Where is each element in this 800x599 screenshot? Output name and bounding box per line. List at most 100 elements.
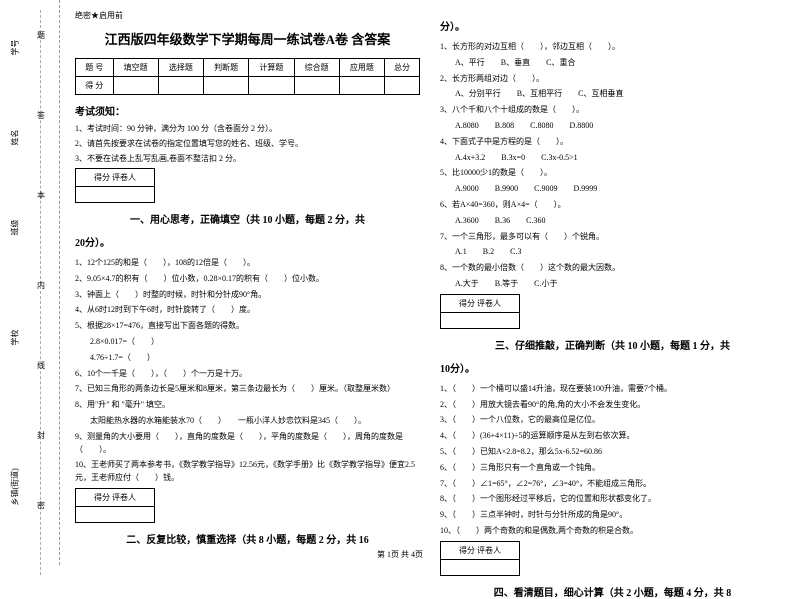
q2-7: 7、一个三角形，最多可以有（ ）个锐角。 bbox=[440, 231, 785, 244]
q2-4: 4、下面式子中是方程的是（ ）。 bbox=[440, 136, 785, 149]
dash-label-4: 线 bbox=[37, 360, 45, 371]
q2-1o: A、平行 B、垂直 C、重合 bbox=[440, 57, 785, 70]
page-footer: 第 1页 共 4页 bbox=[0, 549, 800, 560]
score-label: 得 分 bbox=[76, 77, 114, 95]
label-banji: 班级 bbox=[10, 220, 21, 236]
dash-label-1: 答 bbox=[37, 110, 45, 121]
scorebox-empty bbox=[76, 506, 155, 522]
notice-2: 2、请首先按要求在试卷的指定位置填写您的姓名、班级、学号。 bbox=[75, 138, 420, 150]
section-1-title: 一、用心思考，正确填空（共 10 小题，每题 2 分，共 bbox=[75, 211, 420, 226]
scorebox-label: 得分 评卷人 bbox=[441, 294, 520, 312]
q1-1: 1、12个125的和是（ ），108的12倍是（ ）。 bbox=[75, 257, 420, 270]
q3-8: 8、（ ）一个图形经过平移后，它的位置和形状都变化了。 bbox=[440, 493, 785, 506]
q2-5o: A.9000 B.9900 C.9009 D.9999 bbox=[440, 183, 785, 196]
q2-8o: A.大于 B.等于 C.小于 bbox=[440, 278, 785, 291]
th-0: 题 号 bbox=[76, 59, 114, 77]
table-header-row: 题 号 填空题 选择题 判断题 计算题 综合题 应用题 总分 bbox=[76, 59, 420, 77]
score-table: 题 号 填空题 选择题 判断题 计算题 综合题 应用题 总分 得 分 bbox=[75, 58, 420, 95]
section-1-sub: 20分）。 bbox=[75, 234, 420, 249]
score-cell bbox=[158, 77, 203, 95]
th-5: 综合题 bbox=[294, 59, 339, 77]
scorebox-empty bbox=[441, 312, 520, 328]
score-cell bbox=[204, 77, 249, 95]
section-2-sub: 分）。 bbox=[440, 18, 785, 33]
dash-label-2: 本 bbox=[37, 190, 45, 201]
section-4-title: 四、看清题目，细心计算（共 2 小题，每题 4 分，共 8 bbox=[440, 584, 785, 599]
section-3-title: 三、仔细推敲，正确判断（共 10 小题，每题 1 分，共 bbox=[440, 337, 785, 352]
dashed-line bbox=[40, 10, 41, 575]
q1-8a: 太阳能热水器的水箱能装水70（ ） 一瓶小洋人妙恋饮料是345（ ）。 bbox=[75, 415, 420, 428]
q1-5b: 4.76÷1.7=（ ） bbox=[75, 352, 420, 365]
exam-title: 江西版四年级数学下学期每周一练试卷A卷 含答案 bbox=[75, 29, 420, 48]
q3-5: 5、（ ）已知A×2.8=8.2，那么5x-6.52=60.86 bbox=[440, 446, 785, 459]
q2-6o: A.3600 B.36 C.360 bbox=[440, 215, 785, 228]
section-score-box-2: 得分 评卷人 bbox=[75, 488, 155, 523]
q2-4o: A.4x+3.2 B.3x=0 C.3x-0.5>1 bbox=[440, 152, 785, 165]
scorebox-label: 得分 评卷人 bbox=[76, 169, 155, 187]
q1-9: 9、测量角的大小要用（ ），直角的度数是（ ），平角的度数是（ ），周角的度数是… bbox=[75, 431, 420, 457]
q3-1: 1、（ ）一个桶可以盛14升油，现在要装100升油，需要7个桶。 bbox=[440, 383, 785, 396]
q1-8: 8、用"升" 和 "毫升" 填空。 bbox=[75, 399, 420, 412]
th-2: 选择题 bbox=[158, 59, 203, 77]
score-cell bbox=[249, 77, 294, 95]
q1-2: 2、9.05×4.7的积有（ ）位小数，0.28×0.17的积有（ ）位小数。 bbox=[75, 273, 420, 286]
q1-6: 6、10个一千是（ ），（ ）个一万是十万。 bbox=[75, 368, 420, 381]
scorebox-empty bbox=[76, 187, 155, 203]
section-score-box-3: 得分 评卷人 bbox=[440, 294, 520, 329]
q2-3: 3、八个千和八个十组成的数是（ ）。 bbox=[440, 104, 785, 117]
dash-label-6: 密 bbox=[37, 500, 45, 511]
scorebox-empty bbox=[441, 559, 520, 575]
left-column: 绝密★启用前 江西版四年级数学下学期每周一练试卷A卷 含答案 题 号 填空题 选… bbox=[75, 10, 420, 555]
q3-6: 6、（ ）三角形只有一个直角或一个钝角。 bbox=[440, 462, 785, 475]
q2-7o: A.1 B.2 C.3 bbox=[440, 246, 785, 259]
th-4: 计算题 bbox=[249, 59, 294, 77]
q2-6: 6、若A×40=360，则A×4=（ ）。 bbox=[440, 199, 785, 212]
content-area: 绝密★启用前 江西版四年级数学下学期每周一练试卷A卷 含答案 题 号 填空题 选… bbox=[60, 0, 800, 565]
q3-7: 7、（ ）∠1=65°，∠2=76°，∠3=40°，不能组成三角形。 bbox=[440, 478, 785, 491]
label-xuexiao: 学校 bbox=[10, 330, 21, 346]
th-6: 应用题 bbox=[339, 59, 384, 77]
q3-3: 3、（ ）一个八位数，它的最高位是亿位。 bbox=[440, 414, 785, 427]
q1-7: 7、已知三角形的两条边长是5厘米和8厘米，第三条边最长为（ ）厘米。（取整厘米数… bbox=[75, 383, 420, 396]
dash-label-3: 内 bbox=[37, 280, 45, 291]
section-score-box-1: 得分 评卷人 bbox=[75, 168, 155, 203]
table-score-row: 得 分 bbox=[76, 77, 420, 95]
q3-10: 10、（ ）两个奇数的和是偶数,两个奇数的积是合数。 bbox=[440, 525, 785, 538]
score-cell bbox=[385, 77, 420, 95]
q2-8: 8、一个数的最小倍数（ ）这个数的最大因数。 bbox=[440, 262, 785, 275]
q1-4: 4、从6时12时到下午6时，时针旋转了（ ）度。 bbox=[75, 304, 420, 317]
secret-header: 绝密★启用前 bbox=[75, 10, 420, 21]
q3-4: 4、（ ）(36+4×11)÷5的运算顺序是从左到右依次算。 bbox=[440, 430, 785, 443]
dash-label-0: 题 bbox=[37, 30, 45, 41]
q1-5a: 2.8×0.017=（ ） bbox=[75, 336, 420, 349]
notice-3: 3、不要在试卷上乱写乱画,卷面不整洁扣 2 分。 bbox=[75, 153, 420, 165]
th-1: 填空题 bbox=[113, 59, 158, 77]
section-2-title: 二、反复比较，慎重选择（共 8 小题，每题 2 分，共 16 bbox=[75, 531, 420, 546]
label-xiangzhen: 乡镇(街道) bbox=[10, 468, 21, 505]
label-xingming: 姓名 bbox=[10, 130, 21, 146]
section-3-sub: 10分）。 bbox=[440, 360, 785, 375]
q1-10: 10、王老师买了两本参考书，《数学教学指导》12.56元，《数学手册》比《数学教… bbox=[75, 459, 420, 485]
page-container: 学号 姓名 班级 学校 乡镇(街道) 题 答 本 内 线 封 密 绝密★启用前 … bbox=[0, 0, 800, 565]
q1-5: 5、根据28×17=476，直接写出下面各题的得数。 bbox=[75, 320, 420, 333]
dash-label-5: 封 bbox=[37, 430, 45, 441]
right-column: 分）。 1、长方形的对边互相（ ），邻边互相（ ）。 A、平行 B、垂直 C、重… bbox=[440, 10, 785, 555]
label-xuehao: 学号 bbox=[10, 40, 21, 56]
q1-3: 3、钟面上（ ）时整的时候，时针和分针成90°角。 bbox=[75, 289, 420, 302]
th-3: 判断题 bbox=[204, 59, 249, 77]
q2-1: 1、长方形的对边互相（ ），邻边互相（ ）。 bbox=[440, 41, 785, 54]
binding-margin: 学号 姓名 班级 学校 乡镇(街道) 题 答 本 内 线 封 密 bbox=[0, 0, 60, 565]
score-cell bbox=[294, 77, 339, 95]
scorebox-label: 得分 评卷人 bbox=[76, 488, 155, 506]
q2-5: 5、比10000少1的数是（ ）。 bbox=[440, 167, 785, 180]
score-cell bbox=[339, 77, 384, 95]
notice-1: 1、考试时间：90 分钟，满分为 100 分（含卷面分 2 分）。 bbox=[75, 123, 420, 135]
notice-title: 考试须知： bbox=[75, 103, 420, 118]
th-7: 总分 bbox=[385, 59, 420, 77]
q3-2: 2、（ ）用放大镜去看90°的角,角的大小不会发生变化。 bbox=[440, 399, 785, 412]
q3-9: 9、（ ）三点半钟时，时针与分针所成的角是90°。 bbox=[440, 509, 785, 522]
q2-2: 2、长方形两组对边（ ）。 bbox=[440, 73, 785, 86]
score-cell bbox=[113, 77, 158, 95]
q2-2o: A、分别平行 B、互相平行 C、互相垂直 bbox=[440, 88, 785, 101]
q2-3o: A.8080 B.808 C.8080 D.8800 bbox=[440, 120, 785, 133]
